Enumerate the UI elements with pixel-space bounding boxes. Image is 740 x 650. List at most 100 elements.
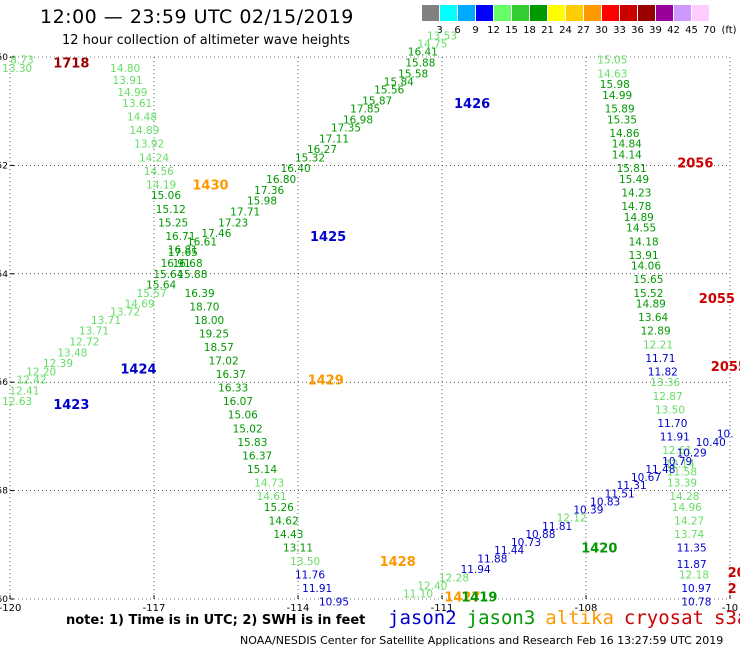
pass-time-label: 1718 bbox=[53, 56, 89, 71]
swh-value: 11.76 bbox=[295, 570, 325, 582]
y-tick-label: -52 bbox=[0, 161, 8, 171]
legend-item-cryosat: cryosat bbox=[623, 607, 704, 629]
pass-time-label: 1425 bbox=[310, 230, 346, 245]
pass-time-label: 2056 bbox=[677, 157, 713, 172]
swh-value: 11.10 bbox=[403, 589, 433, 601]
swh-value: 12.39 bbox=[43, 358, 73, 370]
scale-swatch bbox=[530, 5, 547, 21]
swh-value: 11.71 bbox=[645, 353, 675, 365]
y-tick-label: -60 bbox=[0, 595, 8, 605]
swh-value: 14.75 bbox=[417, 38, 447, 50]
swh-value: 13.72 bbox=[110, 307, 140, 319]
scale-label: (ft) bbox=[721, 25, 737, 36]
swh-value: 17.35 bbox=[331, 122, 361, 134]
swh-value: 12.61 bbox=[662, 445, 692, 457]
swh-value: 14.56 bbox=[144, 166, 174, 178]
swh-value: 12.63 bbox=[2, 396, 32, 408]
swh-value: 16.27 bbox=[307, 144, 337, 156]
swh-value: 10.39 bbox=[573, 505, 603, 517]
swh-value: 16.81 bbox=[168, 244, 198, 256]
swh-value: 12.14 bbox=[665, 459, 695, 471]
swh-value: 15.83 bbox=[237, 437, 267, 449]
swh-value: 14.84 bbox=[612, 139, 642, 151]
y-tick-label: -56 bbox=[0, 378, 8, 388]
scale-label: 30 bbox=[595, 25, 608, 36]
swh-value: 11.87 bbox=[677, 559, 707, 571]
swh-value: 14.19 bbox=[146, 179, 176, 191]
scale-swatch bbox=[476, 5, 493, 21]
swh-value: 14.18 bbox=[629, 236, 659, 248]
scale-label: 24 bbox=[559, 25, 572, 36]
swh-value: 15.57 bbox=[137, 288, 167, 300]
swh-value: 16.37 bbox=[216, 369, 246, 381]
swh-value: 10.73 bbox=[511, 537, 541, 549]
swh-value: 13.71 bbox=[79, 326, 109, 338]
swh-value: 16.40 bbox=[281, 163, 311, 175]
scale-label: 27 bbox=[577, 25, 590, 36]
pass-time-label: 2 bbox=[728, 582, 737, 597]
swh-value: 16.80 bbox=[266, 174, 296, 186]
swh-value: 18.57 bbox=[204, 342, 234, 354]
scale-label: 21 bbox=[541, 25, 554, 36]
scale-swatch bbox=[692, 5, 709, 21]
pass-time-label: 1428 bbox=[380, 555, 416, 570]
swh-value: 16.91 bbox=[161, 258, 191, 270]
scale-label: 33 bbox=[613, 25, 626, 36]
swh-value: 16.71 bbox=[165, 231, 195, 243]
x-tick-label: -10 bbox=[722, 603, 738, 614]
swh-value: 11.70 bbox=[657, 418, 687, 430]
swh-value: 14.80 bbox=[110, 63, 140, 75]
swh-value: 14.63 bbox=[597, 68, 627, 80]
swh-value: 13.61 bbox=[122, 98, 152, 110]
swh-value: 17.71 bbox=[230, 206, 260, 218]
swh-value: 13.39 bbox=[667, 477, 697, 489]
scale-label: 6 bbox=[454, 25, 461, 36]
swh-value: 13.36 bbox=[650, 377, 680, 389]
pass-labels: 1718 1430 1426 1425 1424 1423 1429 1428 14271419… bbox=[53, 56, 740, 605]
swh-value: 13.50 bbox=[290, 556, 320, 568]
swh-value: 15.06 bbox=[228, 410, 258, 422]
swh-value: 11.48 bbox=[645, 464, 675, 476]
swh-value: 15.26 bbox=[264, 502, 294, 514]
scale-swatch bbox=[458, 5, 475, 21]
swh-value: 15.49 bbox=[619, 174, 649, 186]
swh-value: 14.06 bbox=[631, 261, 661, 273]
swh-value: 13.50 bbox=[655, 404, 685, 416]
scale-label: 15 bbox=[505, 25, 518, 36]
swh-value: 14.86 bbox=[609, 128, 639, 140]
swh-value: 15.52 bbox=[633, 288, 663, 300]
swh-value: 13.91 bbox=[629, 250, 659, 262]
swh-value: 14.27 bbox=[674, 515, 704, 527]
legend-item-jason2: jason2 bbox=[388, 607, 457, 629]
swh-value: 14.69 bbox=[125, 299, 155, 311]
swh-value: 15.12 bbox=[156, 204, 186, 216]
swh-value: 17.36 bbox=[254, 185, 284, 197]
swh-value: 13.64 bbox=[638, 312, 668, 324]
swh-value: 16.68 bbox=[173, 258, 203, 270]
swh-value: 17.02 bbox=[209, 356, 239, 368]
swh-value: 10.83 bbox=[590, 496, 620, 508]
scale-swatch bbox=[548, 5, 565, 21]
swh-value: 15.02 bbox=[233, 423, 263, 435]
swh-value: 18.70 bbox=[189, 301, 219, 313]
swh-value: 15.64 bbox=[153, 269, 183, 281]
scale-swatch bbox=[674, 5, 691, 21]
credit-line: NOAA/NESDIS Center for Satellite Applica… bbox=[240, 634, 724, 647]
swh-value: 15.25 bbox=[158, 217, 188, 229]
swh-value: 17.46 bbox=[201, 228, 231, 240]
swh-value: 11.88 bbox=[477, 553, 507, 565]
pass-time-label: 1420 bbox=[581, 542, 617, 557]
swh-value: 14.96 bbox=[672, 502, 702, 514]
swh-value: 14.89 bbox=[624, 212, 654, 224]
swh-value: 15.06 bbox=[151, 190, 181, 202]
pass-time-label: 1430 bbox=[192, 178, 228, 193]
swh-value: 14.14 bbox=[612, 150, 642, 162]
swh-value: 13.11 bbox=[283, 543, 313, 555]
swh-value: 16.07 bbox=[223, 396, 253, 408]
swh-value: 15.88 bbox=[177, 269, 207, 281]
swh-value: 13.74 bbox=[674, 529, 704, 541]
swh-value: 11.81 bbox=[542, 521, 572, 533]
swh-value: 15.81 bbox=[617, 163, 647, 175]
swh-value: 10.78 bbox=[681, 597, 711, 609]
